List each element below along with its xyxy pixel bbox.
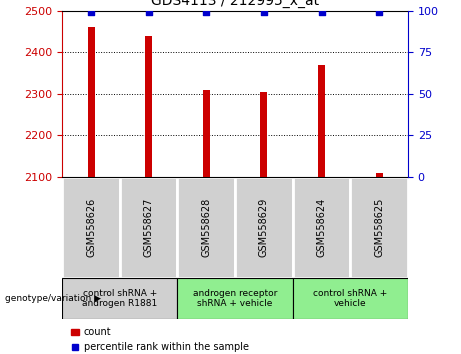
Bar (145, 36, 152, 177)
Text: genotype/variation ▶: genotype/variation ▶ (5, 294, 100, 303)
Text: GSM558626: GSM558626 (86, 198, 96, 257)
Text: GSM558625: GSM558625 (374, 198, 384, 257)
Text: GSM558624: GSM558624 (317, 198, 326, 257)
Bar (62, 177, 120, 278)
Point (260, 10, 267, 15)
Title: GDS4113 / 212995_x_at: GDS4113 / 212995_x_at (151, 0, 319, 8)
Bar (177, 177, 235, 278)
Bar (318, 65, 325, 177)
Point (375, 10, 383, 15)
Text: control shRNA +
vehicle: control shRNA + vehicle (313, 289, 388, 308)
Bar (62, 278, 177, 319)
Text: GSM558628: GSM558628 (201, 198, 211, 257)
Bar (120, 177, 177, 278)
Bar (260, 92, 267, 177)
Text: GSM558627: GSM558627 (144, 198, 154, 257)
Text: androgen receptor
shRNA + vehicle: androgen receptor shRNA + vehicle (193, 289, 278, 308)
Text: GSM558629: GSM558629 (259, 198, 269, 257)
Text: control shRNA +
androgen R1881: control shRNA + androgen R1881 (82, 289, 158, 308)
Legend: count, percentile rank within the sample: count, percentile rank within the sample (67, 324, 253, 354)
Bar (203, 90, 210, 177)
Bar (235, 177, 293, 278)
Bar (350, 177, 408, 278)
Point (202, 10, 210, 15)
Bar (293, 177, 350, 278)
Point (145, 10, 152, 15)
Point (88, 10, 95, 15)
Point (318, 10, 325, 15)
Bar (177, 278, 293, 319)
Bar (376, 173, 383, 177)
Bar (88, 27, 95, 177)
Bar (293, 278, 408, 319)
